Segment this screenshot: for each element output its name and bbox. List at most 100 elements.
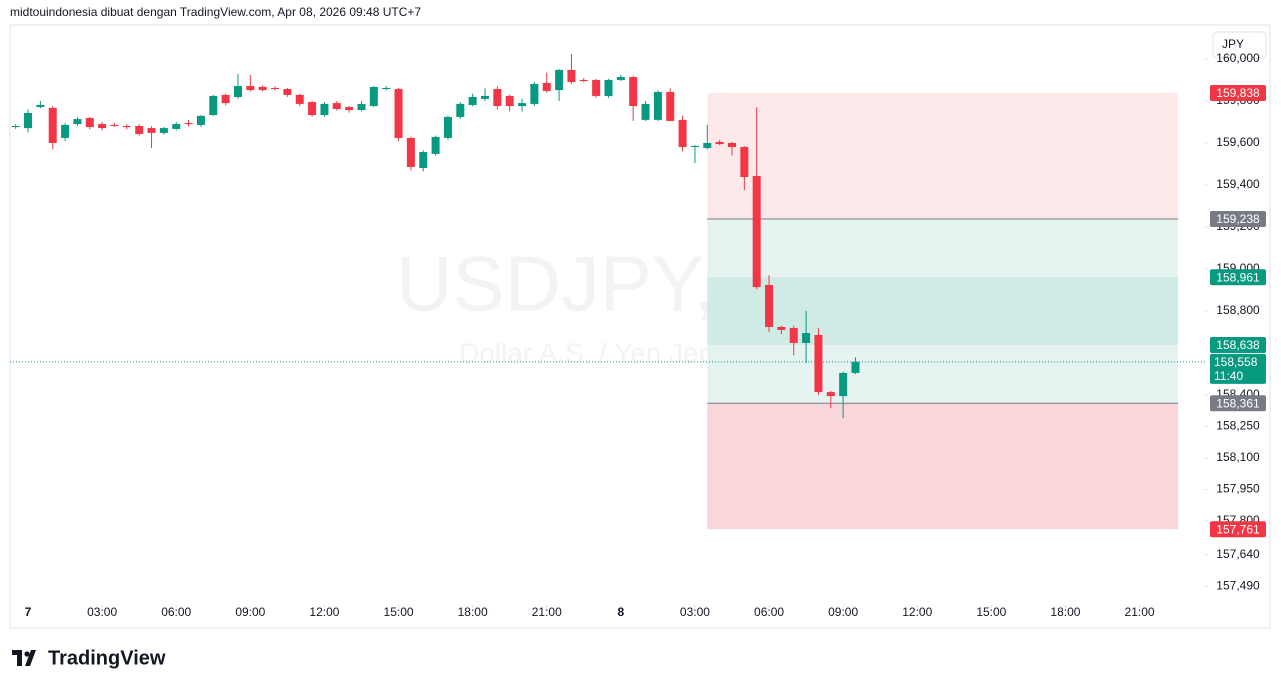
countdown: 11:40 (1214, 369, 1243, 383)
candle-body (468, 96, 477, 105)
candle-body (641, 103, 650, 120)
y-tick-label: 160,000 (1216, 51, 1260, 65)
candle-body (221, 94, 230, 104)
currency[interactable]: JPY (1222, 37, 1244, 51)
candle-body (443, 116, 452, 138)
candle-body (369, 86, 378, 107)
candle-body (332, 103, 341, 109)
price-label: 158,961 (1216, 270, 1260, 284)
price-label: 157,761 (1216, 522, 1260, 536)
candle-body (765, 284, 774, 327)
currency-box[interactable] (1212, 31, 1267, 59)
candle-body (184, 123, 193, 125)
y-tick-label: 157,640 (1216, 547, 1260, 561)
x-tick-label: 15:00 (384, 605, 414, 619)
candle-body (431, 136, 440, 154)
candle-body (690, 145, 699, 147)
current-price-box (1210, 353, 1266, 384)
y-tick-label: 159,600 (1216, 135, 1260, 149)
candle-body (851, 361, 860, 373)
y-tick-label: 158,800 (1216, 303, 1260, 317)
candle-body (789, 328, 798, 343)
x-tick-label: 12:00 (902, 605, 932, 619)
price-label-box (1210, 269, 1266, 286)
x-tick-label: 06:00 (161, 605, 191, 619)
candle-body (616, 77, 625, 80)
candle-body (320, 103, 329, 116)
candle-body (394, 89, 403, 138)
y-tick-label: 157,950 (1216, 482, 1260, 496)
candle-body (419, 152, 428, 168)
candle-body (493, 89, 502, 107)
candle-body (480, 95, 489, 99)
candle-body (258, 86, 267, 91)
candle-body (73, 119, 82, 125)
position-zone (707, 93, 1179, 220)
position-zone (707, 403, 1179, 530)
price-label: 158,361 (1216, 396, 1260, 410)
candle-body (456, 103, 465, 117)
x-tick-label: 03:00 (87, 605, 117, 619)
candle-body (61, 124, 70, 138)
x-tick-label: 09:00 (235, 605, 265, 619)
candle-body (839, 372, 848, 397)
candle-body (98, 124, 107, 129)
x-tick-label: 12:00 (309, 605, 339, 619)
candle-body (308, 102, 317, 116)
candle-body (345, 107, 354, 111)
candle-body (209, 95, 218, 116)
candle-body (518, 103, 527, 107)
candle-body (752, 175, 761, 288)
candle-body (406, 137, 415, 167)
candle-body (777, 326, 786, 330)
candle-body (629, 77, 638, 107)
candle-body (159, 128, 168, 133)
header: midtouindonesia dibuat dengan TradingVie… (10, 5, 421, 19)
candle-body (196, 115, 205, 125)
candle-body (48, 107, 57, 143)
logo-dot (24, 651, 30, 657)
x-tick-label: 8 (617, 605, 624, 619)
candle-body (172, 124, 181, 129)
candle-body (678, 119, 687, 147)
candle-body (110, 124, 119, 126)
price-label: 158,638 (1216, 338, 1260, 352)
y-tick-label: 158,100 (1216, 450, 1260, 464)
price-label-box (1210, 395, 1266, 412)
frame (9, 24, 1271, 629)
candle-body (555, 69, 564, 91)
candle-body (24, 112, 33, 129)
y-tick-label: 159,400 (1216, 177, 1260, 191)
candle-body (542, 82, 551, 91)
x-tick-label: 15:00 (976, 605, 1006, 619)
candle-body (703, 142, 712, 149)
candle-body (295, 94, 304, 104)
x-tick-label: 18:00 (458, 605, 488, 619)
candle-body (233, 86, 242, 97)
candle-body (147, 128, 156, 133)
y-tick-label: 158,250 (1216, 419, 1260, 433)
candle-body (505, 95, 514, 107)
price-label-box (1210, 85, 1266, 102)
price-label: 159,238 (1216, 212, 1260, 226)
logo-text: TradingView (48, 647, 166, 669)
candle-body (579, 79, 588, 82)
candle-body (826, 392, 835, 397)
candle-body (357, 103, 366, 111)
logo: TradingView (12, 647, 166, 669)
candle-body (271, 87, 280, 90)
x-tick-label: 7 (25, 605, 32, 619)
position-zone (707, 277, 1179, 346)
candle-body (246, 86, 255, 91)
y-tick-label: 157,490 (1216, 578, 1260, 592)
price-label: 159,838 (1216, 86, 1260, 100)
plot (10, 53, 1208, 608)
x-tick-label: 03:00 (680, 605, 710, 619)
current-price-label: 158,558 (1214, 355, 1258, 369)
candle-body (666, 91, 675, 121)
candle-body (802, 333, 811, 343)
candle-body (740, 146, 749, 178)
candle-body (135, 125, 144, 134)
